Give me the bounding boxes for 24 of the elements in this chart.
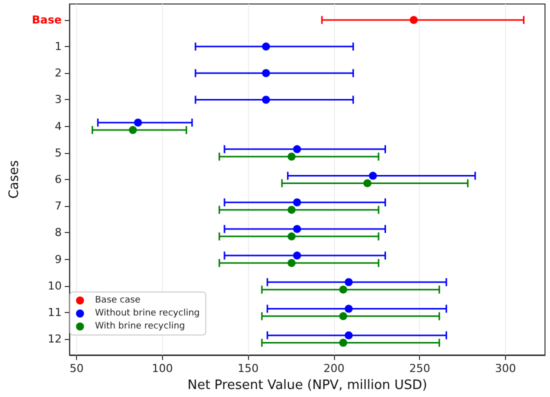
x-tick-label: 250 <box>409 362 430 375</box>
y-tick-label: 10 <box>48 279 62 292</box>
x-tick-label: 200 <box>323 362 344 375</box>
x-tick-label: 100 <box>152 362 173 375</box>
y-tick-label: 7 <box>54 200 62 213</box>
y-tick-label: 12 <box>48 332 62 346</box>
x-tick-label: 150 <box>238 362 259 375</box>
legend-label: Base case <box>95 296 141 306</box>
y-tick-label: 6 <box>54 173 62 186</box>
y-tick-label: 8 <box>54 226 62 240</box>
y-axis-title: Cases <box>7 160 22 199</box>
y-tick-label: Base <box>32 13 62 26</box>
legend-label: Without brine recycling <box>95 308 200 318</box>
x-axis-title: Net Present Value (NPV, million USD) <box>187 378 428 393</box>
y-tick-label: 9 <box>54 252 62 266</box>
y-tick-label: 5 <box>54 146 62 160</box>
y-tick-label: 3 <box>54 93 62 106</box>
x-tick-label: 50 <box>70 362 84 375</box>
y-tick-label: 1 <box>54 40 62 54</box>
y-tick-label: 4 <box>54 120 62 133</box>
y-tick-label: 11 <box>48 306 62 319</box>
y-tick-label: 2 <box>54 66 62 80</box>
x-tick-label: 300 <box>495 362 516 375</box>
legend-label: With brine recycling <box>95 322 185 332</box>
